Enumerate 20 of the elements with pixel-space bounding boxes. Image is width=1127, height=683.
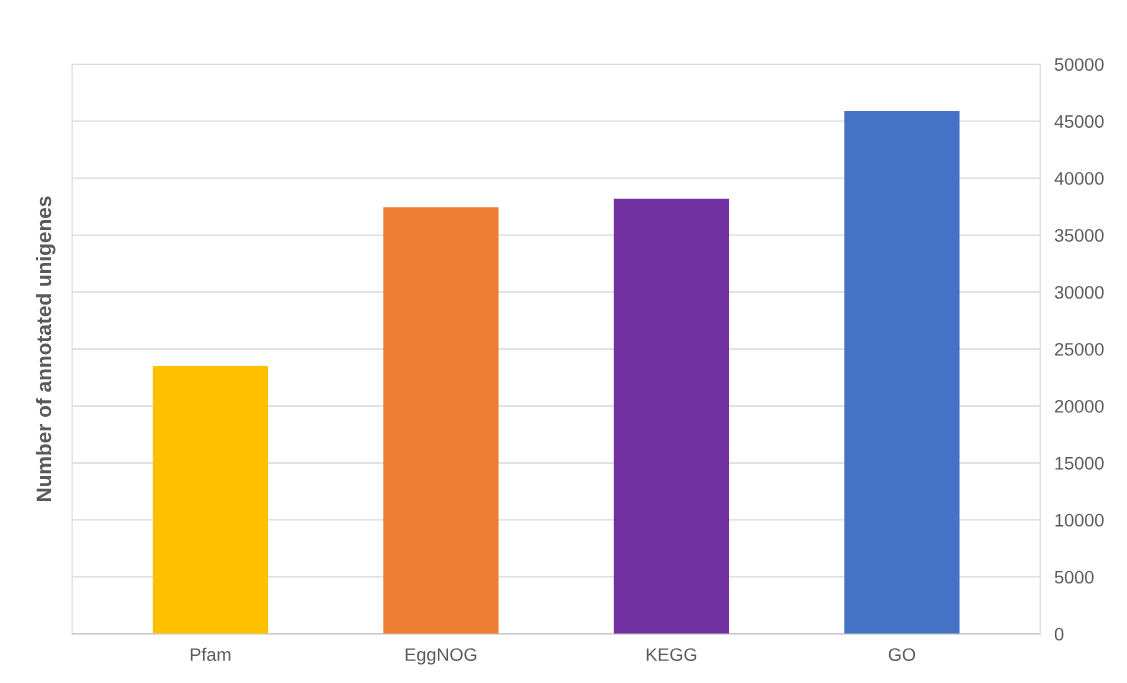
bar xyxy=(383,207,499,634)
x-tick-label: EggNOG xyxy=(405,648,477,665)
y-tick-label: 20000 xyxy=(1055,399,1104,413)
y-tick-label: 5000 xyxy=(1054,570,1094,584)
bar xyxy=(844,110,960,634)
bar xyxy=(152,366,269,634)
y-axis-title: Number of annotated unigenes xyxy=(35,196,56,501)
y-tick-label: 50000 xyxy=(1054,58,1104,71)
y-tick-label: 25000 xyxy=(1055,342,1104,356)
y-tick-label: 30000 xyxy=(1054,285,1104,299)
y-tick-label: 45000 xyxy=(1054,115,1104,128)
x-tick-label: GO xyxy=(888,648,916,661)
y-tick-label: 15000 xyxy=(1055,456,1104,470)
x-tick-label: Pfam xyxy=(190,647,231,661)
y-tick-label: 10000 xyxy=(1055,513,1104,527)
y-tick-label: 35000 xyxy=(1054,229,1104,242)
x-tick-label: KEGG xyxy=(646,648,697,661)
y-tick-label: 40000 xyxy=(1054,172,1104,185)
bar xyxy=(613,198,730,634)
y-tick-label: 0 xyxy=(1054,627,1064,641)
